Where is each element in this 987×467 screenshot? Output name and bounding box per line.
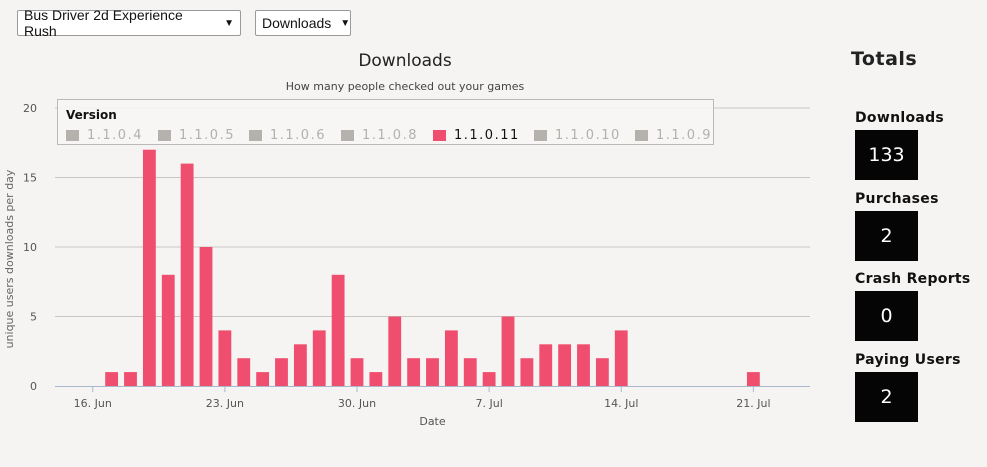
y-tick-label: 10	[23, 241, 37, 254]
bar	[218, 330, 232, 386]
bar	[275, 358, 288, 386]
legend-label: 1.1.0.4	[87, 128, 143, 143]
chevron-down-icon: ▼	[340, 17, 351, 29]
y-tick-label: 0	[30, 380, 37, 393]
bar	[746, 372, 760, 386]
bar	[124, 372, 137, 386]
chart-bars	[105, 149, 760, 386]
legend-swatch	[249, 130, 262, 141]
x-tick-label: 14. Jul	[604, 397, 638, 410]
legend-item[interactable]: 1.1.0.11	[433, 128, 520, 143]
legend-label: 1.1.0.11	[454, 128, 520, 143]
x-tick-label: 21. Jul	[736, 397, 770, 410]
total-label: Paying Users	[855, 352, 961, 368]
bar	[350, 358, 364, 386]
bar	[444, 330, 458, 386]
total-value: 2	[855, 211, 918, 261]
chart-subtitle: How many people checked out your games	[285, 80, 525, 93]
chart-legend: Version 1.1.0.4 1.1.0.5 1.1.0.6 1.1.0.8 1.1.…	[57, 99, 714, 145]
bar	[237, 358, 251, 386]
total-value: 133	[855, 130, 918, 180]
game-select[interactable]: Bus Driver 2d Experience Rush ▼	[17, 7, 241, 39]
x-tick-label: 16. Jun	[74, 397, 112, 410]
total-label: Crash Reports	[855, 271, 971, 287]
legend-title: Version	[66, 108, 117, 122]
total-value: 0	[855, 291, 918, 341]
y-axis-title: unique users downloads per day	[3, 169, 16, 348]
legend-label: 1.1.0.10	[555, 128, 621, 143]
bar	[595, 358, 609, 386]
bar	[180, 163, 194, 386]
bar	[539, 344, 553, 386]
bar	[558, 344, 572, 386]
chart-axes: 0 5 10 15 20 16. Jun 23. Jun 30. Jun 7. Jul 14. J…	[3, 102, 810, 428]
legend-label: 1.1.0.6	[270, 128, 326, 143]
game-select-value: Bus Driver 2d Experience Rush	[24, 7, 183, 39]
bar	[105, 372, 119, 386]
metric-select-value: Downloads	[262, 15, 332, 31]
downloads-chart: 0 5 10 15 20 16. Jun 23. Jun 30. Jun 7. Jul 14. J…	[3, 102, 810, 428]
bar	[369, 372, 383, 386]
legend-item[interactable]: 1.1.0.5	[158, 128, 235, 143]
chevron-down-icon: ▼	[224, 17, 234, 29]
bar	[161, 274, 175, 386]
legend-swatch	[158, 130, 171, 141]
bar	[614, 330, 628, 386]
bar	[142, 149, 156, 386]
y-tick-label: 20	[23, 102, 37, 115]
legend-swatch	[635, 130, 648, 141]
legend-swatch	[66, 130, 79, 141]
x-tick-label: 30. Jun	[338, 397, 376, 410]
bar	[501, 316, 515, 386]
totals-title: Totals	[851, 48, 918, 70]
legend-label: 1.1.0.8	[362, 128, 418, 143]
x-tick-label: 23. Jun	[206, 397, 244, 410]
bar	[463, 358, 477, 386]
bar	[577, 344, 590, 386]
bar	[407, 358, 421, 386]
legend-item[interactable]: 1.1.0.9	[635, 128, 712, 143]
legend-label: 1.1.0.5	[179, 128, 235, 143]
metric-select[interactable]: Downloads ▼	[255, 10, 351, 36]
legend-label: 1.1.0.9	[656, 128, 712, 143]
x-axis-title: Date	[419, 415, 446, 428]
bar	[482, 372, 496, 386]
bar	[426, 358, 439, 386]
total-label: Downloads	[855, 110, 945, 126]
y-tick-label: 5	[30, 311, 37, 324]
y-tick-label: 15	[23, 172, 37, 185]
x-tick-label: 7. Jul	[475, 397, 502, 410]
total-value: 2	[855, 372, 918, 422]
bar	[331, 274, 345, 386]
bar	[256, 372, 270, 386]
total-label: Purchases	[855, 191, 939, 207]
bar	[388, 316, 402, 386]
legend-swatch	[433, 130, 446, 141]
bar	[312, 330, 326, 386]
bar	[199, 247, 213, 386]
legend-item[interactable]: 1.1.0.10	[534, 128, 621, 143]
legend-item[interactable]: 1.1.0.8	[341, 128, 418, 143]
legend-item[interactable]: 1.1.0.4	[66, 128, 143, 143]
legend-swatch	[534, 130, 547, 141]
bar	[520, 358, 534, 386]
legend-swatch	[341, 130, 354, 141]
legend-item[interactable]: 1.1.0.6	[249, 128, 326, 143]
bar	[293, 344, 307, 386]
chart-title: Downloads	[358, 51, 452, 71]
